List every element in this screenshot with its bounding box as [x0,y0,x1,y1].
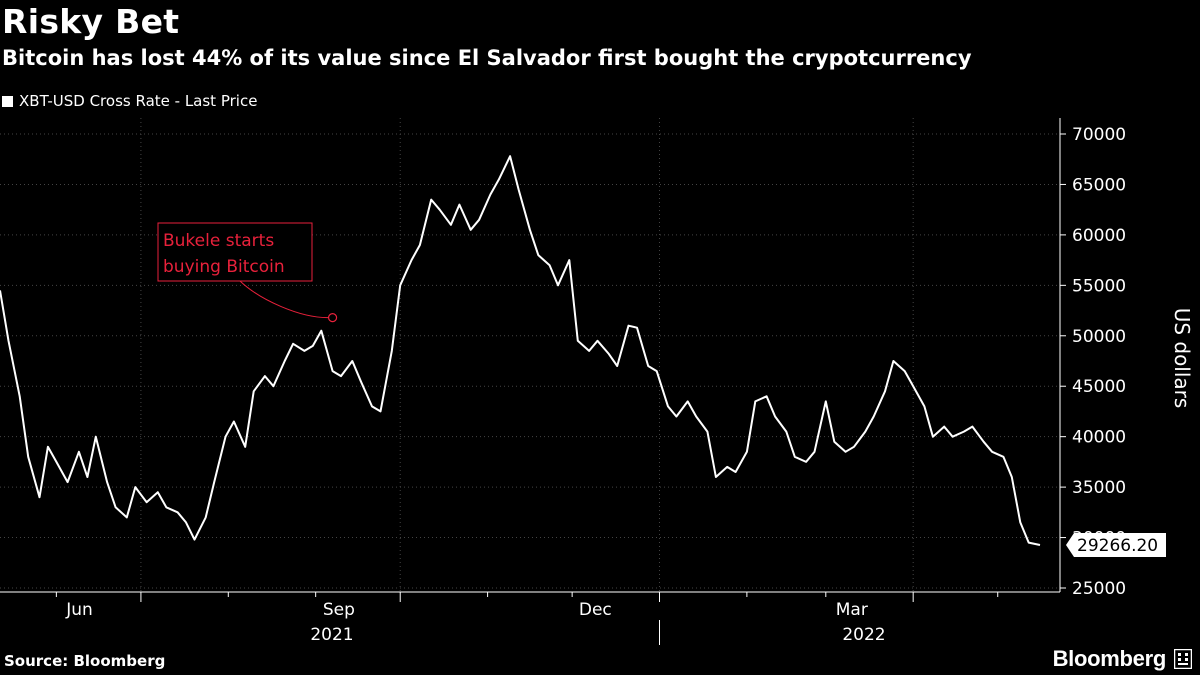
x-tick-label: Sep [323,600,355,620]
y-tick-label: 60000 [1072,226,1126,246]
y-tick-label: 40000 [1072,428,1126,448]
y-tick-label: 45000 [1072,377,1126,397]
last-value-label: 29266.20 [1066,532,1166,557]
price-series-line [0,155,1041,546]
last-value-text: 29266.20 [1077,536,1158,556]
y-tick-label: 25000 [1072,579,1126,599]
bloomberg-terminal-icon [1174,649,1192,669]
x-tick-label: Dec [579,600,612,620]
x-year-label: 2022 [842,625,885,645]
x-axis: Jun Sep Dec Mar 2021 2022 [0,591,1060,645]
legend: XBT-USD Cross Rate - Last Price [2,92,257,110]
x-tick-label: Jun [65,600,93,620]
y-tick-label: 70000 [1072,125,1126,145]
y-axis: 2500030000350004000045000500005500060000… [1059,118,1126,599]
chart-title: Risky Bet [2,2,180,41]
x-year-label: 2021 [310,625,353,645]
annotation-marker [327,313,338,323]
annotation-box [157,222,313,282]
last-value-tag [1066,532,1166,557]
annotation-leader [239,280,329,319]
y-axis-label: US dollars [1170,308,1194,409]
y-tick-label: 35000 [1072,478,1126,498]
annotation-text-line2: buying Bitcoin [163,257,285,277]
annotation: Bukele starts buying Bitcoin [157,222,338,323]
y-tick-label: 50000 [1072,327,1126,347]
gridlines [0,118,1060,592]
source-note: Source: Bloomberg [4,652,166,670]
bloomberg-logo: Bloomberg [1052,646,1167,671]
legend-label: XBT-USD Cross Rate - Last Price [19,92,258,110]
y-tick-label: 55000 [1072,276,1126,296]
y-tick-label: 65000 [1072,175,1126,195]
chart-subtitle: Bitcoin has lost 44% of its value since … [2,46,972,70]
annotation-text-line1: Bukele starts [163,231,274,251]
x-tick-label: Mar [836,600,868,620]
legend-swatch [2,95,13,107]
